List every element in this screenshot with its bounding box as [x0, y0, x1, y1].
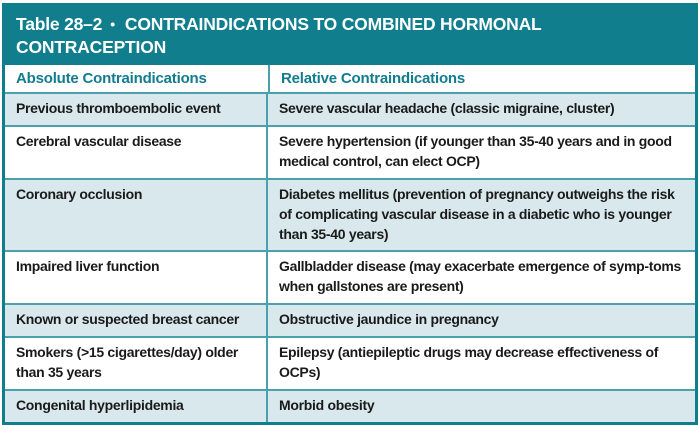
cell-absolute: Cerebral vascular disease [5, 127, 268, 178]
cell-relative: Severe hypertension (if younger than 35-… [279, 133, 672, 169]
table-title-bar: Table 28–2 • CONTRAINDICATIONS TO COMBINED… [5, 6, 695, 66]
table-row: Smokers (>15 cigarettes/day) older than … [5, 336, 695, 389]
column-header-absolute: Absolute Contraindications [16, 70, 207, 88]
table-row: Congenital hyperlipidemia Morbid obesity [5, 388, 695, 422]
table-row: Impaired liver function Gallbladder dise… [5, 250, 695, 304]
table-body: Previous thromboembolic event Severe vas… [5, 94, 695, 422]
table-row: Previous thromboembolic event Severe vas… [5, 94, 695, 126]
column-header-row: Absolute Contraindications Relative Cont… [5, 65, 695, 95]
cell-absolute: Previous thromboembolic event [5, 94, 268, 126]
cell-relative: Diabetes mellitus (prevention of pregnan… [279, 185, 675, 242]
table-number: Table 28–2 [16, 14, 103, 34]
table-row: Coronary occlusion Diabetes mellitus (pr… [5, 177, 695, 251]
cell-absolute: Known or suspected breast cancer [5, 305, 268, 337]
cell-relative: Epilepsy (antiepileptic drugs may decrea… [279, 344, 659, 380]
cell-relative: Morbid obesity [279, 396, 375, 413]
cell-absolute: Impaired liver function [5, 252, 268, 304]
cell-absolute: Smokers (>15 cigarettes/day) older than … [5, 338, 268, 389]
table-title-line2: CONTRACEPTION [16, 37, 167, 58]
cell-relative: Obstructive jaundice in pregnancy [279, 311, 499, 328]
cell-relative: Gallbladder disease (may exacerbate emer… [279, 258, 682, 295]
cell-relative: Severe vascular headache (classic migrai… [279, 100, 615, 117]
table-title-line1: CONTRAINDICATIONS TO COMBINED HORMONAL [124, 14, 542, 34]
bullet-icon: • [110, 16, 115, 32]
table-row: Known or suspected breast cancer Obstruc… [5, 303, 695, 337]
cell-absolute: Coronary occlusion [5, 179, 268, 251]
cell-absolute: Congenital hyperlipidemia [5, 390, 268, 422]
table-row: Cerebral vascular disease Severe hyperte… [5, 125, 695, 178]
contraindications-table: Table 28–2 • CONTRAINDICATIONS TO COMBINED… [2, 3, 698, 425]
column-header-relative: Relative Contraindications [268, 65, 695, 93]
